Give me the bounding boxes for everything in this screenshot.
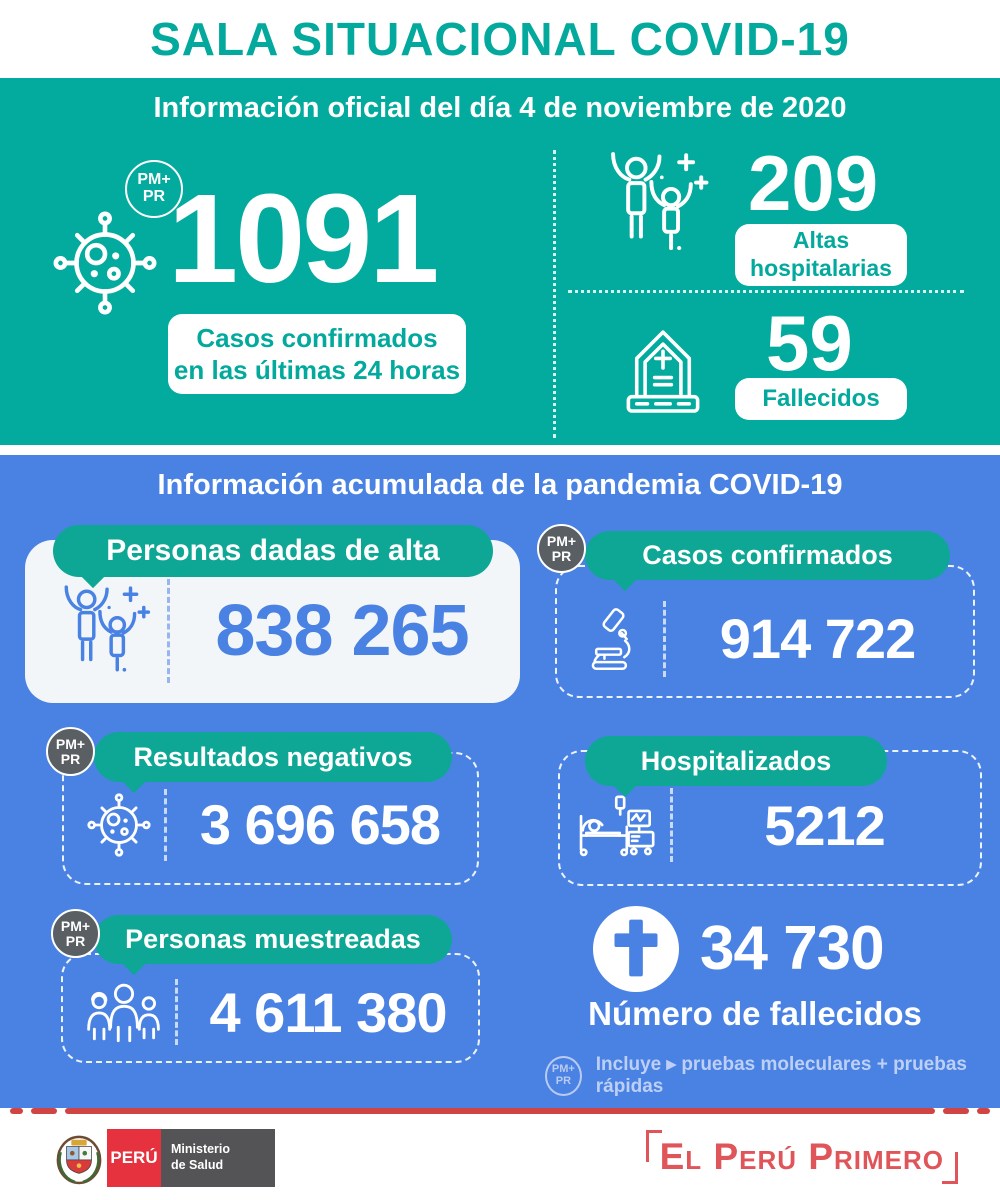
cumulative-section: Información acumulada de la pandemia COV… bbox=[0, 455, 1000, 1108]
negative-label-text: Resultados negativos bbox=[133, 741, 413, 772]
confirmed-value: 914 722 bbox=[719, 607, 916, 670]
daily-deceased-value: 59 bbox=[766, 299, 853, 387]
daily-section: Información oficial del día 4 de noviemb… bbox=[0, 78, 1000, 445]
confirmed-card-label: Casos confirmados bbox=[585, 531, 950, 592]
pm-pr-line2: PR bbox=[65, 932, 86, 949]
daily-section-title: Información oficial del día 4 de noviemb… bbox=[153, 92, 847, 124]
daily-confirmed-label-line2: en las últimas 24 horas bbox=[173, 355, 461, 385]
hospitalized-label-text: Hospitalizados bbox=[640, 745, 832, 776]
recovered-card: Personas dadas de alta bbox=[25, 525, 520, 703]
pm-pr-line2: PR bbox=[60, 750, 81, 767]
virus-icon bbox=[48, 206, 162, 320]
recovered-card-label: Personas dadas de alta bbox=[53, 525, 493, 589]
pm-pr-line2: PR bbox=[555, 1074, 572, 1087]
daily-discharged-label: Altas hospitalarias bbox=[735, 224, 907, 286]
daily-discharged-value: 209 bbox=[748, 139, 879, 227]
ministry-line1: Ministerio bbox=[171, 1142, 231, 1157]
recovered-value: 838 265 bbox=[215, 590, 469, 671]
ministry-line2: de Salud bbox=[171, 1158, 224, 1172]
peru-flag-label: PERÚ bbox=[107, 1129, 161, 1187]
pm-pr-badge: PM+ PR bbox=[537, 524, 586, 573]
peru-coat-of-arms-icon bbox=[55, 1130, 103, 1186]
sampled-label-text: Personas muestreadas bbox=[125, 924, 421, 954]
footer: PERÚ Ministerio de Salud El Perú Primero bbox=[0, 1114, 1000, 1200]
pm-pr-line2: PR bbox=[142, 188, 166, 205]
sampled-value: 4 611 380 bbox=[209, 980, 447, 1044]
pm-pr-line1: PM+ bbox=[546, 532, 577, 549]
hospitalized-card: Hospitalizados bbox=[558, 736, 982, 886]
hospital-bed-icon bbox=[574, 785, 662, 865]
cumulative-section-title: Información acumulada de la pandemia COV… bbox=[157, 469, 843, 501]
card-separator bbox=[164, 788, 167, 861]
ministry-name: Ministerio de Salud bbox=[161, 1129, 275, 1187]
pm-pr-line1: PM+ bbox=[137, 171, 171, 189]
daily-discharged-label-line1: Altas bbox=[792, 227, 850, 254]
pm-pr-badge: PM+ PR bbox=[51, 909, 100, 958]
pm-pr-badge: PM+ PR bbox=[545, 1055, 582, 1096]
pm-pr-badge: PM+ PR bbox=[46, 727, 95, 776]
card-separator bbox=[663, 600, 666, 677]
card-separator bbox=[167, 578, 170, 683]
red-divider-line bbox=[0, 1108, 1000, 1114]
card-separator bbox=[175, 979, 178, 1045]
daily-confirmed-label-line1: Casos confirmados bbox=[196, 322, 438, 353]
hospitalized-card-label: Hospitalizados bbox=[585, 736, 887, 798]
slogan-lockup: El Perú Primero bbox=[645, 1130, 958, 1184]
tombstone-icon bbox=[620, 316, 706, 420]
horizontal-divider bbox=[568, 290, 964, 293]
legend-text: Incluye ▸ pruebas moleculares + pruebas … bbox=[595, 1054, 967, 1097]
daily-confirmed-value: 1091 bbox=[168, 168, 439, 309]
daily-confirmed-label: Casos confirmados en las últimas 24 hora… bbox=[168, 314, 466, 394]
deaths-value: 34 730 bbox=[700, 914, 885, 983]
recovered-label-text: Personas dadas de alta bbox=[106, 534, 440, 567]
confirmed-card: PM+ PR Casos confirmados bbox=[537, 524, 975, 698]
people-celebrating-icon bbox=[53, 579, 155, 683]
bracket-top-left bbox=[645, 1130, 662, 1162]
pm-pr-line2: PR bbox=[551, 547, 572, 564]
poster-header: SALA SITUACIONAL COVID-19 bbox=[0, 0, 1000, 78]
sampled-card: PM+ PR Personas muestreadas bbox=[51, 909, 480, 1063]
microscope-icon bbox=[583, 600, 649, 678]
pm-pr-line1: PM+ bbox=[60, 917, 91, 934]
ministry-logo: PERÚ Ministerio de Salud bbox=[55, 1129, 275, 1187]
vertical-divider bbox=[553, 150, 556, 438]
deaths-label: Número de fallecidos bbox=[588, 995, 922, 1032]
daily-discharged-label-line2: hospitalarias bbox=[750, 255, 892, 281]
sampled-card-label: Personas muestreadas bbox=[94, 915, 452, 976]
hospitalized-value: 5212 bbox=[764, 793, 886, 857]
confirmed-label-text: Casos confirmados bbox=[642, 540, 893, 570]
people-celebrating-icon bbox=[596, 146, 716, 262]
page-title: SALA SITUACIONAL COVID-19 bbox=[150, 13, 850, 65]
negative-card: PM+ PR Resultados negativos bbox=[46, 727, 479, 885]
virus-icon bbox=[84, 789, 154, 861]
cross-icon bbox=[592, 905, 680, 993]
slogan-text: El Perú Primero bbox=[659, 1136, 944, 1177]
daily-deceased-label: Fallecidos bbox=[735, 378, 907, 420]
pm-pr-line1: PM+ bbox=[55, 735, 86, 752]
bracket-bottom-right bbox=[942, 1152, 958, 1184]
pm-pr-badge: PM+ PR bbox=[125, 160, 183, 218]
negative-value: 3 696 658 bbox=[199, 793, 441, 856]
people-group-icon bbox=[81, 981, 167, 1043]
negative-card-label: Resultados negativos bbox=[94, 732, 452, 794]
card-separator bbox=[670, 788, 673, 862]
pm-pr-legend: PM+ PR Incluye ▸ pruebas moleculares + p… bbox=[545, 1053, 1000, 1098]
pm-pr-line1: PM+ bbox=[551, 1062, 575, 1075]
